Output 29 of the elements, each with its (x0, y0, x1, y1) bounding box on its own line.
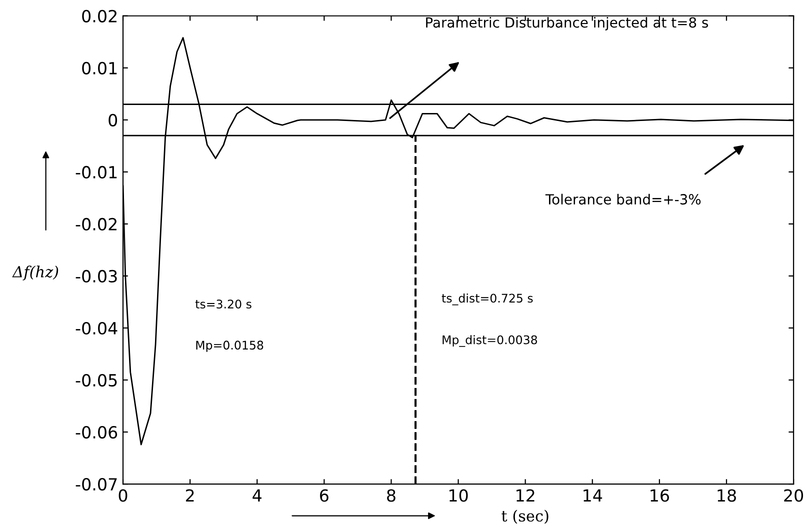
y-axis-title: Δf(hz) (12, 266, 58, 280)
y-tick-label: -0.04 (76, 322, 118, 335)
x-tick-label: 14 (584, 489, 602, 502)
y-tick-label: -0.06 (76, 426, 118, 439)
x-tick-label: 8 (387, 489, 396, 502)
x-tick-label: 18 (718, 489, 736, 502)
annotation: Tolerance band=+-3% (545, 194, 701, 205)
x-tick-label: 16 (650, 489, 669, 502)
annotation: Parametric Disturbance injected at t=8 s (426, 16, 708, 30)
y-tick-label: 0 (108, 114, 118, 126)
x-tick-label: 20 (784, 489, 804, 502)
y-tick-label: 0.01 (82, 62, 117, 74)
annotation: ts=3.20 s (195, 300, 252, 309)
y-tick-label: -0.07 (76, 478, 117, 491)
annotation: Mp=0.0158 (196, 340, 264, 352)
x-tick-label: 10 (450, 489, 468, 502)
x-tick-label: 2 (186, 489, 194, 502)
x-tick-label: 0 (118, 489, 128, 502)
x-tick-label: 6 (320, 489, 328, 502)
y-tick-label: -0.01 (76, 166, 117, 178)
x-axis-title: t (sec) (502, 510, 548, 524)
annotation: Mp_dist=0.0038 (442, 335, 538, 347)
annotation: ts_dist=0.725 s (442, 293, 533, 306)
y-tick-label: -0.05 (76, 374, 117, 387)
x-tick-label: 4 (252, 489, 262, 502)
y-tick-label: -0.03 (76, 270, 117, 283)
y-tick-label: 0.02 (82, 10, 116, 22)
y-tick-label: -0.02 (76, 218, 116, 231)
x-tick-label: 12 (516, 489, 534, 502)
